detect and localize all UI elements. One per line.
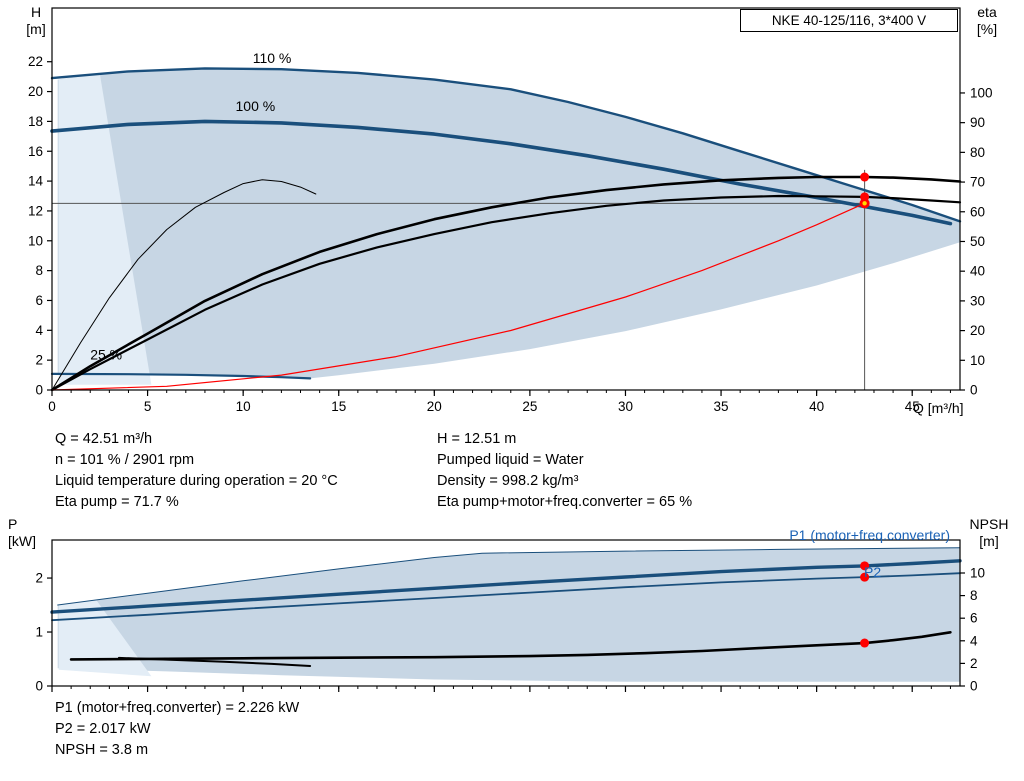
tick-label-left: 14 (28, 174, 44, 189)
info-pumped-liquid: Pumped liquid = Water (437, 452, 584, 468)
tick-label-x: 25 (522, 399, 537, 414)
speed-110-curve (50, 67, 962, 223)
tick-label-right: 10 (970, 565, 985, 580)
tick-label-x: 30 (618, 399, 633, 414)
marker-dot (860, 572, 870, 582)
tick-label-left: 10 (28, 233, 43, 248)
eta-reduced-speed-curve (51, 179, 317, 391)
marker-dot (860, 561, 870, 571)
curve-label: 110 % (253, 50, 292, 66)
tick-label-right: 0 (970, 679, 978, 694)
info-density: Density = 998.2 kg/m³ (437, 473, 579, 489)
tick-label-left: 1 (35, 625, 43, 640)
tick-label-left: 16 (28, 144, 43, 159)
p-axis-label: P [kW] (8, 516, 52, 550)
info-npsh: NPSH = 3.8 m (55, 742, 149, 758)
tick-label-left: 2 (35, 571, 43, 586)
tick-label-right: 50 (970, 234, 985, 249)
npsh-axis-label: NPSH [m] (960, 516, 1018, 550)
tick-label-left: 8 (35, 263, 43, 278)
tick-label-right: 100 (970, 85, 993, 100)
info-speed: n = 101 % / 2901 rpm (55, 452, 195, 468)
tick-label-x: 0 (48, 399, 56, 414)
tick-label-x: 5 (144, 399, 152, 414)
tick-label-right: 10 (970, 353, 985, 368)
plot-frame (51, 7, 961, 391)
tick-label-right: 70 (970, 175, 985, 190)
tick-label-x: 35 (714, 399, 729, 414)
tick-label-right: 4 (970, 633, 978, 648)
eta-axis-symbol: eta (977, 4, 997, 20)
info-p2: P2 = 2.017 kW (55, 721, 151, 737)
tick-label-x: 40 (809, 399, 824, 414)
tick-label-right: 90 (970, 115, 985, 130)
power-info: P1 (motor+freq.converter) = 2.226 kW P2 … (55, 698, 299, 761)
tick-label-left: 22 (28, 54, 43, 69)
tick-label-x: 20 (427, 399, 442, 414)
speed-25-curve (50, 372, 312, 380)
info-q: Q = 42.51 m³/h (55, 431, 153, 447)
h-axis-unit: [m] (26, 21, 46, 37)
tick-label-left: 20 (28, 84, 43, 99)
info-p1: P1 (motor+freq.converter) = 2.226 kW (55, 700, 300, 716)
tick-label-left: 6 (35, 293, 43, 308)
tick-label-right: 40 (970, 264, 985, 279)
tick-label-left: 18 (28, 114, 43, 129)
tick-label-right: 20 (970, 323, 985, 338)
tick-label-right: 30 (970, 293, 985, 308)
tick-label-x: 15 (331, 399, 346, 414)
marker-duty-center (862, 201, 867, 206)
info-eta-pump: Eta pump = 71.7 % (55, 494, 179, 510)
h-axis-symbol: H (30, 4, 42, 20)
tick-label-left: 0 (35, 679, 43, 694)
npsh-axis-unit: [m] (979, 533, 999, 549)
marker-dot (860, 638, 870, 648)
p1-curve-legend: P1 (motor+freq.converter) (789, 527, 950, 543)
plot-frame (51, 539, 961, 687)
eta-axis-unit: [%] (976, 21, 998, 37)
npsh-curve (69, 631, 952, 661)
system-curve-curve (51, 202, 866, 391)
pump-title: NKE 40-125/116, 3*400 V (771, 13, 927, 28)
marker-dot (860, 172, 870, 182)
pump-title-box: NKE 40-125/116, 3*400 V (740, 9, 958, 32)
duty-info-left: Q = 42.51 m³/h n = 101 % / 2901 rpm Liqu… (55, 429, 338, 513)
info-liquid-temp: Liquid temperature during operation = 20… (55, 473, 338, 489)
p-axis-symbol: P (8, 516, 18, 532)
tick-label-right: 6 (970, 611, 978, 626)
tick-label-right: 60 (970, 204, 985, 219)
curve-label: 25 % (90, 346, 122, 362)
p1-max-curve (57, 547, 961, 606)
p-axis-unit: [kW] (8, 533, 36, 549)
curve-label: 100 % (236, 98, 276, 114)
p2-curve-legend: P2 (864, 564, 882, 580)
tick-label-right: 80 (970, 145, 985, 160)
tick-label-left: 0 (35, 383, 43, 398)
tick-label-right: 0 (970, 383, 978, 398)
info-h: H = 12.51 m (437, 431, 517, 447)
h-axis-label: H [m] (16, 4, 56, 38)
low-flow-band (58, 73, 152, 385)
tick-label-left: 4 (35, 323, 43, 338)
tick-label-right: 2 (970, 656, 978, 671)
operating-envelope (57, 68, 960, 379)
speed-100-curve (50, 119, 953, 226)
p2-curve (51, 572, 961, 622)
tick-label-right: 8 (970, 588, 978, 603)
eta-axis-label: eta [%] (962, 4, 1012, 38)
tick-label-left: 12 (28, 203, 43, 218)
q-axis-label: Q [m³/h] (913, 400, 964, 416)
tick-label-x: 45 (905, 399, 920, 414)
info-eta-total: Eta pump+motor+freq.converter = 65 % (437, 494, 693, 510)
tick-label-left: 2 (35, 353, 43, 368)
p1-motor-freq-converter-curve (50, 559, 962, 614)
duty-info-right: H = 12.51 m Pumped liquid = Water Densit… (437, 429, 692, 513)
tick-label-x: 10 (236, 399, 251, 414)
npsh-axis-symbol: NPSH (969, 516, 1009, 532)
